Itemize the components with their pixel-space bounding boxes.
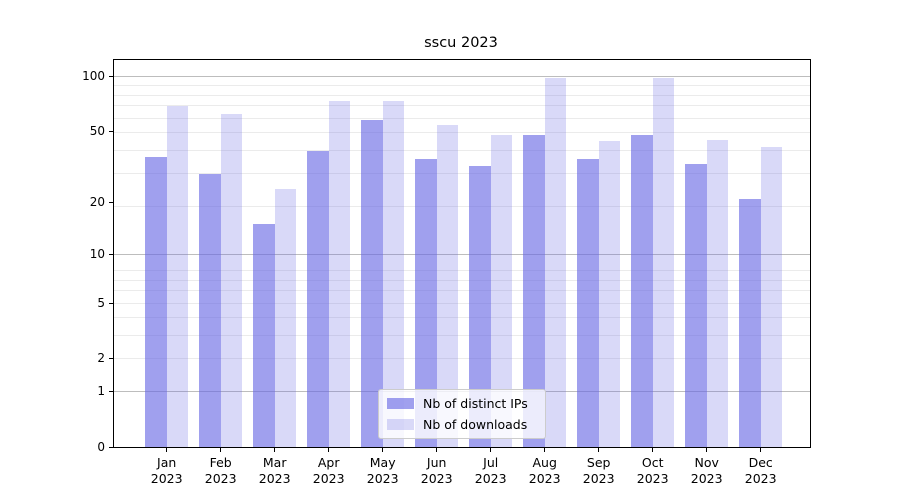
x-tick-mark <box>328 448 330 452</box>
legend-entry-distinct-ips: Nb of distinct IPs <box>387 396 537 411</box>
gridline-minor <box>114 150 810 152</box>
bar-distinct-ips-aug <box>523 134 545 447</box>
y-tick-mark <box>109 390 113 392</box>
y-tick-label: 1 <box>97 383 105 398</box>
x-tick-mark <box>652 448 654 452</box>
y-tick-label: 0 <box>97 439 105 454</box>
y-tick-mark <box>109 302 113 304</box>
x-tick-mark <box>382 448 384 452</box>
x-tick-mark <box>490 448 492 452</box>
y-tick-label: 100 <box>82 68 105 83</box>
bar-distinct-ips-dec <box>739 198 761 447</box>
y-tick-label: 20 <box>89 195 105 210</box>
bar-distinct-ips-jan <box>145 157 167 447</box>
bar-downloads-apr <box>328 101 351 447</box>
gridline-minor <box>114 132 810 134</box>
x-tick-label: Aug 2023 <box>528 455 561 486</box>
x-tick-label: Jan 2023 <box>150 455 183 486</box>
x-tick-mark <box>166 448 168 452</box>
legend-swatch-downloads <box>387 418 414 430</box>
bar-downloads-mar <box>274 188 297 447</box>
legend: Nb of distinct IPs Nb of downloads <box>378 389 546 439</box>
x-tick-label: Sep 2023 <box>582 455 615 486</box>
x-tick-label: May 2023 <box>366 455 399 486</box>
x-tick-label: Jun 2023 <box>420 455 453 486</box>
bar-distinct-ips-jun <box>415 159 437 447</box>
x-tick-label: Jul 2023 <box>474 455 507 486</box>
bar-downloads-sep <box>598 141 621 447</box>
x-tick-label: Oct 2023 <box>636 455 669 486</box>
y-tick-label: 2 <box>97 351 105 366</box>
bar-distinct-ips-feb <box>199 173 221 447</box>
y-tick-mark <box>109 75 113 77</box>
legend-swatch-distinct-ips <box>387 398 414 410</box>
bar-distinct-ips-may <box>361 119 383 447</box>
bar-downloads-feb <box>220 114 243 447</box>
gridline-major <box>114 75 810 77</box>
gridline-minor <box>114 205 810 207</box>
y-tick-label: 5 <box>97 295 105 310</box>
gridline-minor <box>114 279 810 281</box>
x-tick-mark <box>220 448 222 452</box>
y-tick-mark <box>109 253 113 255</box>
y-tick-label: 10 <box>89 246 105 261</box>
chart-title: sscu 2023 <box>424 35 498 51</box>
bar-downloads-jan <box>166 105 189 447</box>
x-tick-mark <box>436 448 438 452</box>
bar-downloads-nov <box>706 139 729 447</box>
gridline-minor <box>114 290 810 292</box>
bar-distinct-ips-apr <box>307 150 329 447</box>
plot-area <box>113 59 811 448</box>
bar-downloads-jul <box>490 134 513 447</box>
bar-distinct-ips-mar <box>253 224 275 447</box>
bar-downloads-dec <box>760 146 783 447</box>
gridline-minor <box>114 270 810 272</box>
bar-downloads-jun <box>436 125 459 447</box>
x-tick-label: Nov 2023 <box>690 455 723 486</box>
gridline-minor <box>114 173 810 175</box>
x-tick-mark <box>598 448 600 452</box>
gridline-minor <box>114 85 810 87</box>
y-tick-mark <box>109 358 113 360</box>
gridline-minor <box>114 317 810 319</box>
legend-entry-downloads: Nb of downloads <box>387 417 537 432</box>
gridline-minor <box>114 94 810 96</box>
bar-distinct-ips-sep <box>577 159 599 447</box>
legend-label-downloads: Nb of downloads <box>423 416 528 432</box>
x-tick-mark <box>760 448 762 452</box>
x-tick-label: Dec 2023 <box>744 455 777 486</box>
x-tick-mark <box>274 448 276 452</box>
bar-distinct-ips-jul <box>469 166 491 447</box>
x-tick-label: Mar 2023 <box>258 455 291 486</box>
x-tick-label: Apr 2023 <box>312 455 345 486</box>
legend-label-distinct-ips: Nb of distinct IPs <box>423 396 528 412</box>
gridline-minor <box>114 117 810 119</box>
gridline-minor <box>114 302 810 304</box>
gridline-minor <box>114 358 810 360</box>
x-tick-mark <box>544 448 546 452</box>
bar-downloads-oct <box>652 78 675 447</box>
bar-distinct-ips-oct <box>631 134 653 447</box>
bar-downloads-aug <box>544 78 567 447</box>
gridline-minor <box>114 105 810 107</box>
bar-downloads-may <box>382 101 405 447</box>
y-tick-mark <box>109 446 113 448</box>
x-tick-mark <box>706 448 708 452</box>
gridline-major <box>114 253 810 255</box>
y-tick-label: 50 <box>89 123 105 138</box>
bar-distinct-ips-nov <box>685 163 707 447</box>
y-tick-mark <box>109 202 113 204</box>
y-tick-mark <box>109 130 113 132</box>
gridline-minor <box>114 335 810 337</box>
x-tick-label: Feb 2023 <box>204 455 237 486</box>
